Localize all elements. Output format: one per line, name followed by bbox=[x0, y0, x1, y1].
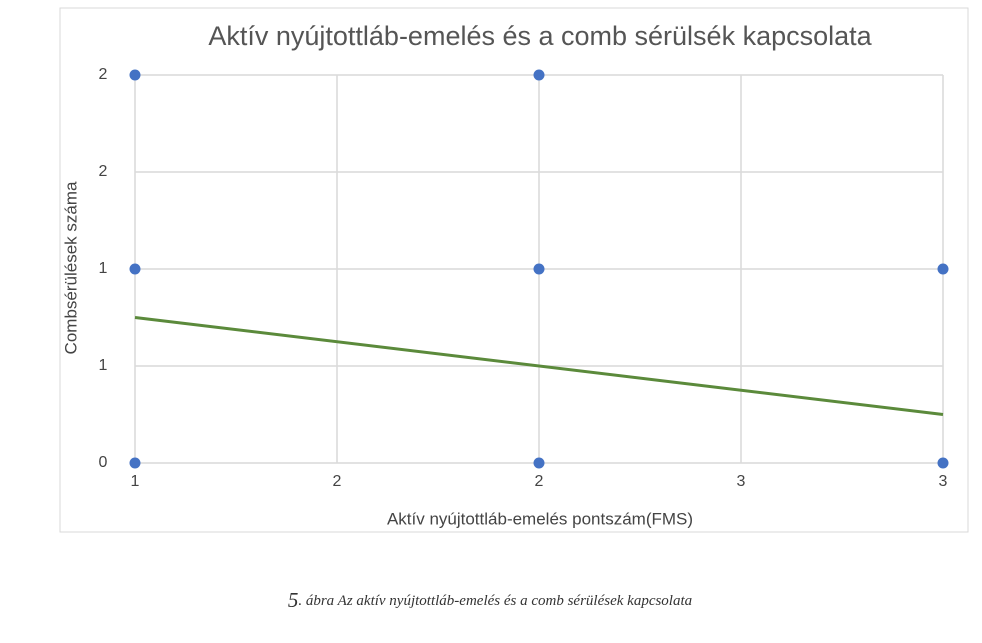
x-tick-label: 1 bbox=[131, 473, 140, 490]
point bbox=[533, 457, 545, 469]
point bbox=[937, 457, 949, 469]
caption-number: 5 bbox=[288, 588, 299, 612]
x-tick-label: 3 bbox=[737, 473, 746, 490]
trendline bbox=[134, 316, 944, 416]
point bbox=[129, 457, 141, 469]
point bbox=[533, 263, 545, 275]
y-tick-label: 2 bbox=[99, 163, 108, 180]
y-tick-label: 0 bbox=[99, 454, 108, 471]
x-tick-label: 2 bbox=[333, 473, 342, 490]
y-tick-label: 1 bbox=[99, 357, 108, 374]
y-axis-label: Combsérülések száma bbox=[61, 181, 80, 354]
caption-text: . ábra Az aktív nyújtottláb-emelés és a … bbox=[298, 593, 692, 609]
point bbox=[129, 263, 141, 275]
y-tick-label: 2 bbox=[99, 66, 108, 83]
point bbox=[937, 263, 949, 275]
chart-border bbox=[59, 7, 969, 533]
y-tick-label: 1 bbox=[99, 260, 108, 277]
x-tick-label: 3 bbox=[939, 473, 948, 490]
x-tick-label: 2 bbox=[535, 473, 544, 490]
point bbox=[129, 69, 141, 81]
x-axis-label: Aktív nyújtottláb-emelés pontszám(FMS) bbox=[387, 509, 693, 528]
chart-title: Aktív nyújtottláb-emelés és a comb sérül… bbox=[208, 21, 872, 51]
point bbox=[533, 69, 545, 81]
figure-caption: 5. ábra Az aktív nyújtottláb-emelés és a… bbox=[288, 588, 692, 612]
